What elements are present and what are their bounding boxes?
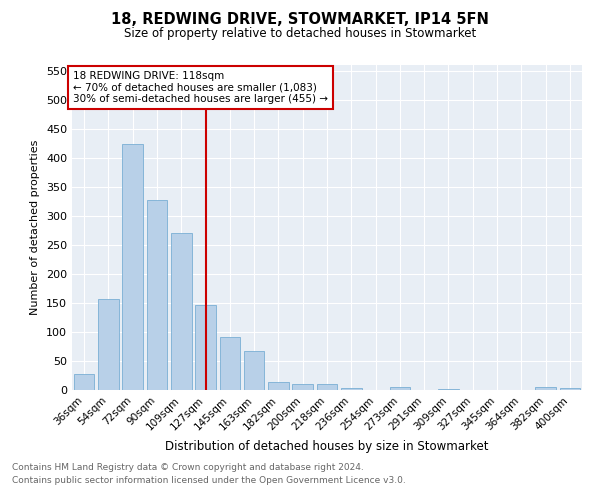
Text: Contains public sector information licensed under the Open Government Licence v3: Contains public sector information licen… xyxy=(12,476,406,485)
Bar xyxy=(535,387,556,390)
Bar xyxy=(317,384,337,390)
Bar xyxy=(74,374,94,390)
Text: 18, REDWING DRIVE, STOWMARKET, IP14 5FN: 18, REDWING DRIVE, STOWMARKET, IP14 5FN xyxy=(111,12,489,28)
Y-axis label: Number of detached properties: Number of detached properties xyxy=(31,140,40,315)
Bar xyxy=(268,382,289,390)
Bar xyxy=(292,384,313,390)
Bar xyxy=(220,336,240,390)
Bar xyxy=(98,300,119,390)
Bar xyxy=(146,200,167,390)
X-axis label: Distribution of detached houses by size in Stowmarket: Distribution of detached houses by size … xyxy=(165,440,489,453)
Text: 18 REDWING DRIVE: 118sqm
← 70% of detached houses are smaller (1,083)
30% of sem: 18 REDWING DRIVE: 118sqm ← 70% of detach… xyxy=(73,71,328,104)
Text: Size of property relative to detached houses in Stowmarket: Size of property relative to detached ho… xyxy=(124,28,476,40)
Bar xyxy=(389,387,410,390)
Bar xyxy=(560,388,580,390)
Bar xyxy=(341,388,362,390)
Bar xyxy=(122,144,143,390)
Text: Contains HM Land Registry data © Crown copyright and database right 2024.: Contains HM Land Registry data © Crown c… xyxy=(12,464,364,472)
Bar xyxy=(171,234,191,390)
Bar xyxy=(195,306,216,390)
Bar xyxy=(244,351,265,390)
